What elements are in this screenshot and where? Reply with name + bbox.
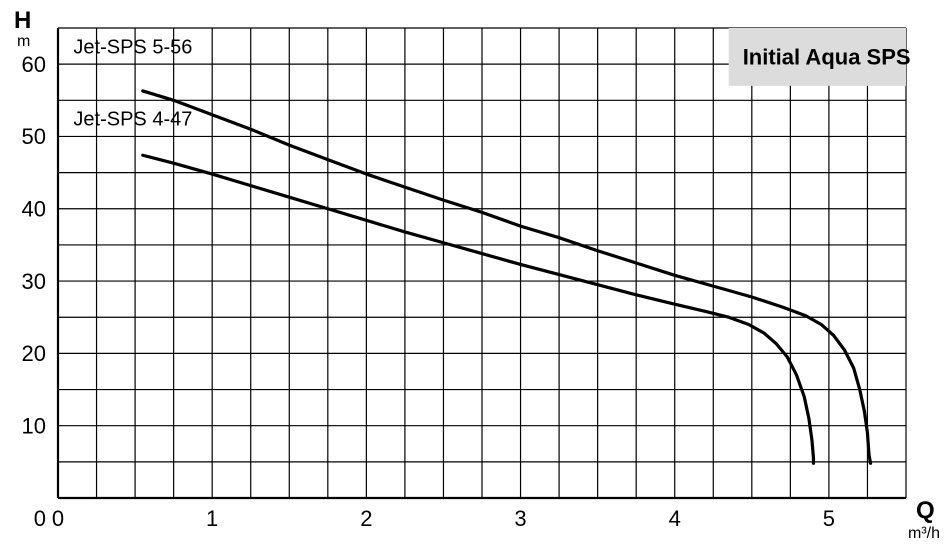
- x-tick-label: 1: [206, 506, 218, 531]
- y-tick-label: 40: [22, 196, 46, 221]
- x-axis-label: Q: [916, 497, 935, 524]
- x-axis-unit: m³/h: [908, 525, 940, 542]
- x-tick-label: 2: [360, 506, 372, 531]
- x-tick-label: 5: [823, 506, 835, 531]
- x-tick-label: 0: [52, 506, 64, 531]
- series-label-1: Jet-SPS 4-47: [73, 109, 192, 131]
- y-tick-label: 20: [22, 341, 46, 366]
- x-tick-label: 3: [514, 506, 526, 531]
- y-tick-label: 10: [22, 413, 46, 438]
- chart-title: Initial Aqua SPS: [743, 45, 911, 70]
- y-tick-label: 60: [22, 52, 46, 77]
- y-axis-label: H: [14, 7, 31, 34]
- series-label-0: Jet-SPS 5-56: [73, 36, 192, 58]
- origin-zero: 0: [34, 506, 46, 531]
- chart-svg: Initial Aqua SPS Jet-SPS 5-56 Jet-SPS 4-47…: [0, 0, 947, 552]
- x-tick-label: 4: [669, 506, 681, 531]
- y-tick-label: 30: [22, 269, 46, 294]
- y-tick-label: 50: [22, 124, 46, 149]
- pump-curve-chart: Initial Aqua SPS Jet-SPS 5-56 Jet-SPS 4-47…: [0, 0, 947, 552]
- y-axis-unit: m: [17, 33, 30, 50]
